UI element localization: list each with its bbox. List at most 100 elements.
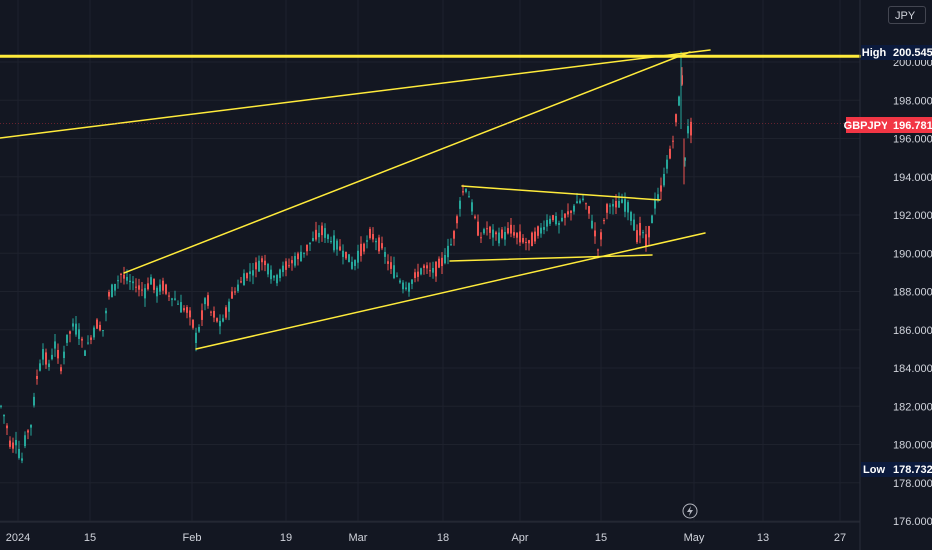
candle bbox=[387, 254, 389, 271]
flag-upper-line[interactable] bbox=[461, 185, 661, 201]
candle bbox=[678, 95, 680, 107]
x-tick-label: May bbox=[684, 532, 705, 544]
candle bbox=[660, 177, 662, 200]
candle bbox=[36, 369, 38, 385]
y-tick-label: 176.000 bbox=[893, 516, 932, 528]
candle bbox=[426, 262, 428, 275]
time-axis[interactable]: 2024 15 Feb 19 Mar 18 Apr 15 May 13 27 bbox=[0, 503, 860, 544]
candle bbox=[543, 220, 545, 235]
candle bbox=[516, 232, 518, 245]
x-tick-label: 27 bbox=[834, 532, 846, 544]
candle bbox=[54, 334, 56, 357]
candle bbox=[27, 429, 29, 440]
candle bbox=[0, 404, 2, 409]
candle bbox=[297, 251, 299, 266]
candle bbox=[258, 255, 260, 272]
candle bbox=[378, 234, 380, 255]
price-axis[interactable]: 176.000 178.000 180.000 182.000 184.000 186.0… bbox=[859, 0, 932, 550]
candle bbox=[219, 314, 221, 335]
candle bbox=[15, 431, 17, 454]
candle bbox=[159, 279, 161, 296]
candle bbox=[192, 319, 194, 330]
candle bbox=[9, 436, 11, 449]
candle bbox=[639, 216, 641, 244]
candle bbox=[486, 221, 488, 236]
candle bbox=[333, 230, 335, 253]
lower-trendline[interactable] bbox=[195, 232, 706, 350]
candle bbox=[402, 280, 404, 294]
candle bbox=[390, 256, 392, 275]
candle bbox=[261, 255, 263, 271]
trendlines[interactable] bbox=[0, 49, 862, 350]
candle bbox=[561, 209, 563, 223]
candle bbox=[30, 424, 32, 436]
candle bbox=[681, 67, 683, 86]
candle bbox=[489, 225, 491, 240]
candle bbox=[51, 348, 53, 361]
candle bbox=[648, 225, 650, 246]
candle bbox=[204, 297, 206, 311]
currency-button[interactable]: JPY bbox=[888, 6, 926, 24]
candle bbox=[264, 254, 266, 272]
upper-channel-line[interactable] bbox=[123, 51, 691, 274]
candle bbox=[96, 318, 98, 329]
candle bbox=[318, 225, 320, 244]
candle bbox=[567, 203, 569, 218]
candle bbox=[300, 245, 302, 262]
candle bbox=[345, 251, 347, 261]
x-tick-label: 18 bbox=[437, 532, 449, 544]
candle bbox=[123, 266, 125, 285]
candle bbox=[90, 335, 92, 345]
candle bbox=[39, 359, 41, 372]
candle bbox=[267, 262, 269, 278]
candle bbox=[453, 229, 455, 246]
candle bbox=[129, 273, 131, 290]
candle bbox=[132, 275, 134, 291]
candle bbox=[417, 263, 419, 282]
candle bbox=[357, 244, 359, 269]
candle bbox=[69, 330, 71, 343]
y-tick-label: 186.000 bbox=[893, 325, 932, 337]
candle bbox=[351, 256, 353, 270]
candle bbox=[315, 221, 317, 242]
candle bbox=[285, 258, 287, 277]
candle bbox=[111, 283, 113, 298]
candle bbox=[84, 349, 86, 357]
svg-text:200.545: 200.545 bbox=[893, 47, 932, 59]
candle bbox=[564, 213, 566, 226]
flag-lower-line[interactable] bbox=[449, 254, 653, 262]
x-tick-label: 15 bbox=[84, 532, 96, 544]
y-tick-label: 198.000 bbox=[893, 95, 932, 107]
candle bbox=[276, 273, 278, 287]
candle bbox=[150, 274, 152, 285]
candle bbox=[72, 318, 74, 331]
x-tick-label: Mar bbox=[349, 532, 368, 544]
candle bbox=[435, 261, 437, 282]
candle bbox=[108, 289, 110, 300]
candle bbox=[432, 261, 434, 279]
candle bbox=[612, 199, 614, 215]
candle bbox=[171, 297, 173, 307]
candle bbox=[246, 272, 248, 281]
candle bbox=[165, 283, 167, 296]
candle bbox=[342, 244, 344, 265]
candle bbox=[498, 227, 500, 247]
candle bbox=[213, 306, 215, 323]
y-tick-label: 192.000 bbox=[893, 210, 932, 222]
candle bbox=[375, 238, 377, 251]
candle bbox=[324, 223, 326, 243]
candle bbox=[186, 305, 188, 319]
candle bbox=[243, 269, 245, 286]
long-rising-line[interactable] bbox=[0, 49, 711, 139]
lightning-icon[interactable] bbox=[682, 503, 698, 519]
candle bbox=[138, 278, 140, 297]
candle bbox=[360, 236, 362, 262]
candle bbox=[495, 230, 497, 241]
candle bbox=[156, 285, 158, 303]
candle bbox=[201, 303, 203, 327]
candle bbox=[579, 198, 581, 205]
candle bbox=[513, 224, 515, 239]
candle bbox=[135, 278, 137, 293]
